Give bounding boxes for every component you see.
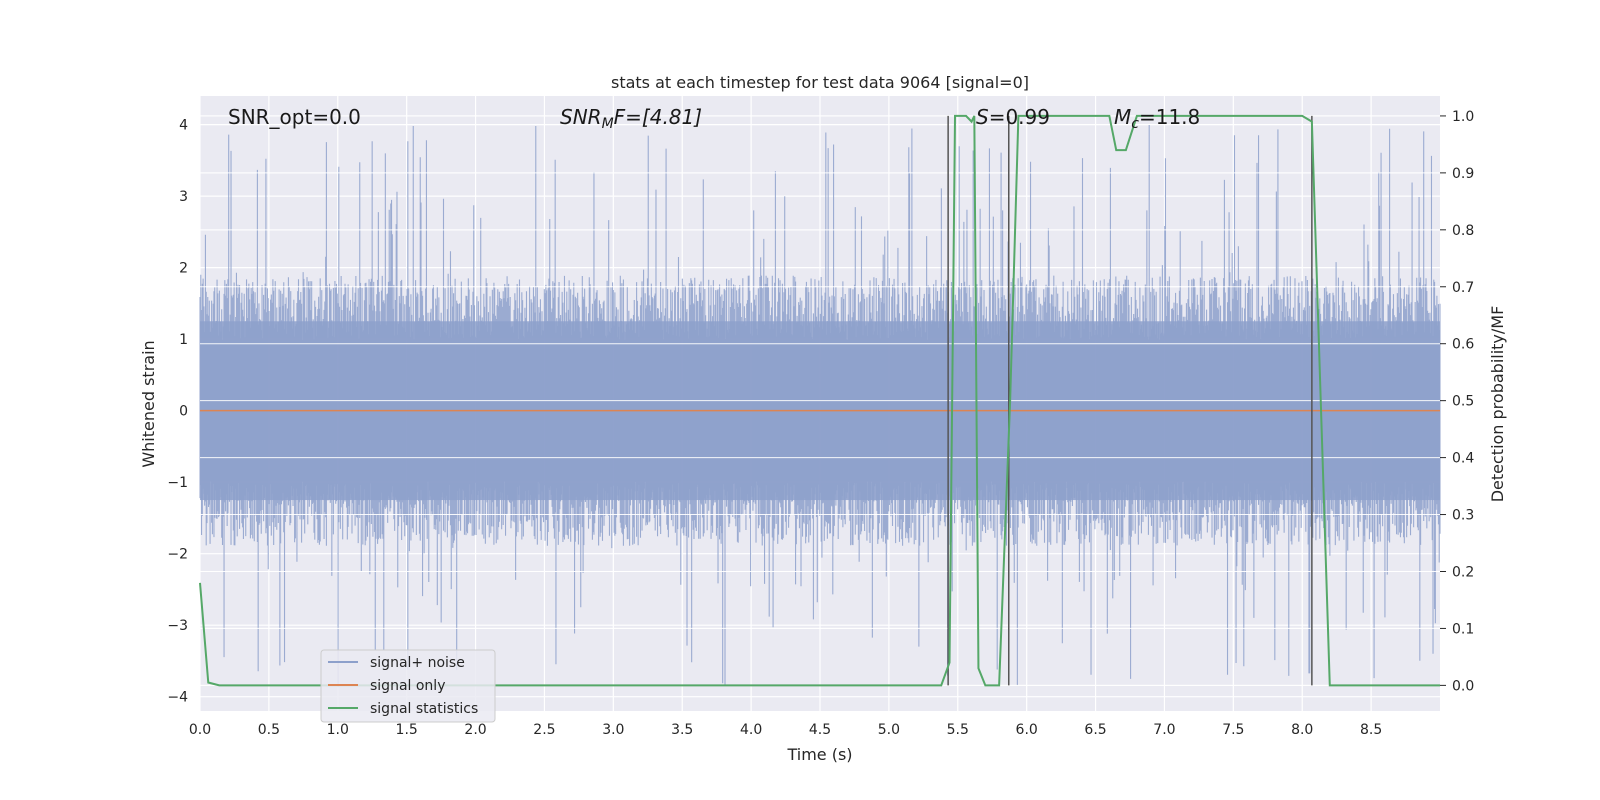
y2-tick-label: 0.8 — [1452, 223, 1474, 239]
x-tick-label: 3.5 — [671, 722, 693, 738]
y-tick-label: 0 — [179, 404, 188, 420]
y2-tick-label: 0.5 — [1452, 394, 1474, 410]
y-tick-label: 1 — [179, 332, 188, 348]
x-tick-label: 7.0 — [1153, 722, 1175, 738]
annotation-mc-tail: =11.8 — [1139, 105, 1200, 129]
annotation-s-stat: S=0.99 — [976, 105, 1050, 129]
x-tick-label: 7.5 — [1222, 722, 1244, 738]
y2-tick-label: 0.0 — [1452, 678, 1474, 694]
annotation-snr-mf-sub: M — [602, 116, 614, 132]
legend-label-signal-only: signal only — [370, 678, 445, 694]
y2-tick-label: 1.0 — [1452, 109, 1474, 125]
y-tick-labels: 4 3 2 1 0 −1 −2 −3 −4 — [167, 118, 188, 706]
x-tick-label: 4.0 — [740, 722, 762, 738]
x-axis-label: Time (s) — [786, 745, 852, 764]
y2-tick-label: 0.7 — [1452, 280, 1474, 296]
y2-tick-label: 0.3 — [1452, 508, 1474, 524]
x-tick-label: 6.5 — [1084, 722, 1106, 738]
y-tick-label: −2 — [167, 547, 188, 563]
series-signal-statistics — [199, 114, 1440, 687]
x-tick-label: 2.5 — [533, 722, 555, 738]
annotation-mc-main: M — [1114, 105, 1131, 129]
x-tick-label: 3.0 — [602, 722, 624, 738]
chart-title: stats at each timestep for test data 906… — [611, 73, 1029, 92]
annotation-mc: Mc=11.8 — [1114, 105, 1200, 132]
y-tick-label: −1 — [167, 475, 188, 491]
annotation-mc-sub: c — [1131, 116, 1139, 132]
y-tick-label: −3 — [167, 618, 188, 634]
x-tick-label: 5.0 — [878, 722, 900, 738]
x-tick-label: 0.0 — [189, 722, 211, 738]
y2-tick-labels: 1.0 0.9 0.8 0.7 0.6 0.5 0.4 0.3 0.2 0.1 0.0 — [1440, 109, 1474, 694]
x-tick-label: 8.0 — [1291, 722, 1313, 738]
y2-tick-label: 0.9 — [1452, 166, 1474, 182]
x-tick-label: 5.5 — [947, 722, 969, 738]
x-tick-labels: 0.0 0.5 1.0 1.5 2.0 2.5 3.0 3.5 4.0 4.5 5.0 5.5 6.0 6… — [189, 722, 1382, 738]
annotation-s-main: S — [976, 105, 989, 129]
legend-label-noise: signal+ noise — [370, 655, 465, 671]
y-tick-label: −4 — [167, 690, 188, 706]
x-tick-label: 1.5 — [396, 722, 418, 738]
annotation-snr-opt: SNR_opt=0.0 — [228, 105, 361, 129]
x-tick-label: 6.0 — [1016, 722, 1038, 738]
annotation-snr-mf-main: SNR — [560, 105, 602, 129]
y-tick-label: 3 — [179, 189, 188, 205]
y2-axis-label: Detection probability/MF — [1488, 306, 1507, 503]
y-tick-label: 4 — [179, 118, 188, 134]
y-axis-label: Whitened strain — [139, 340, 158, 467]
x-tick-label: 8.5 — [1360, 722, 1382, 738]
legend-box — [320, 649, 496, 723]
y2-tick-label: 0.6 — [1452, 337, 1474, 353]
y2-tick-label: 0.1 — [1452, 621, 1474, 637]
y2-tick-label: 0.4 — [1452, 451, 1474, 467]
y2-tick-label: 0.2 — [1452, 564, 1474, 580]
legend-label-statistics: signal statistics — [370, 701, 478, 717]
x-tick-label: 4.5 — [809, 722, 831, 738]
annotation-snr-mf: SNRMF=[4.81] — [560, 105, 702, 132]
y-tick-label: 2 — [179, 261, 188, 277]
x-tick-label: 1.0 — [327, 722, 349, 738]
x-tick-label: 0.5 — [258, 722, 280, 738]
legend: signal+ noise signal only signal statist… — [320, 649, 496, 723]
vertical-markers — [947, 115, 1313, 686]
x-tick-label: 2.0 — [464, 722, 486, 738]
annotation-snr-mf-tail: F=[4.81] — [614, 105, 702, 129]
annotation-s-tail: =0.99 — [989, 105, 1050, 129]
